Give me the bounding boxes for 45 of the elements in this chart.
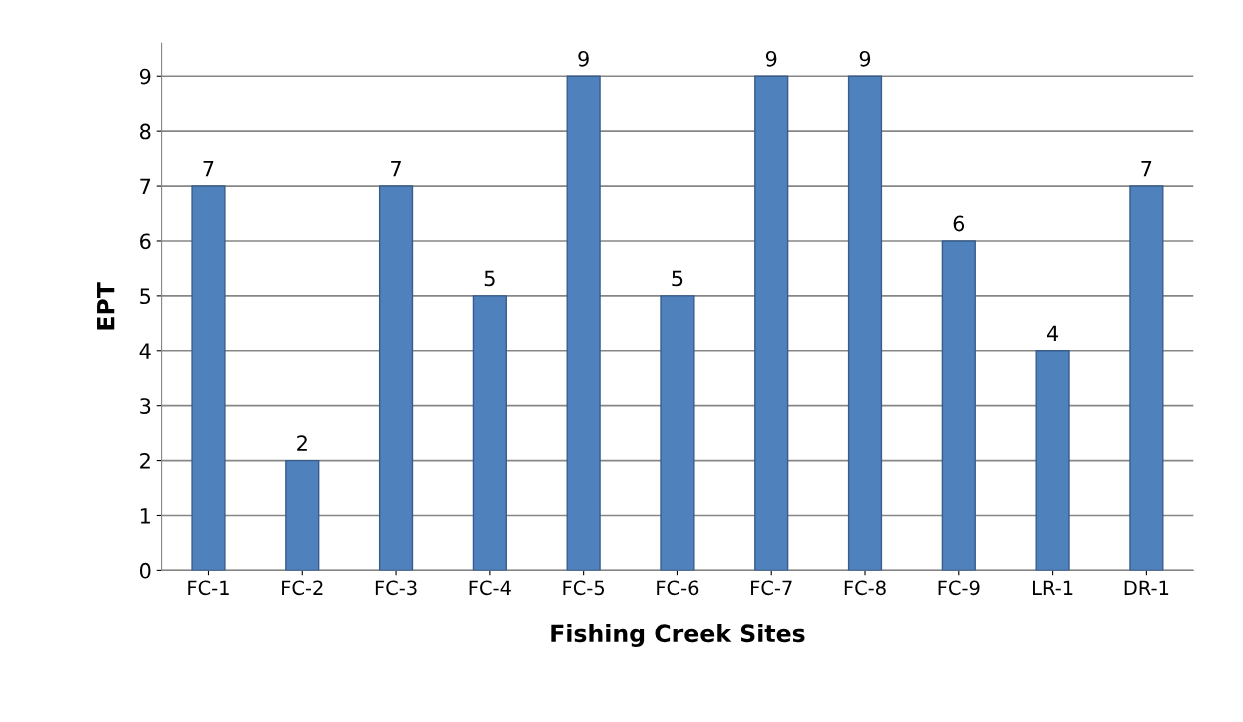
y-tick-label: 6 (140, 233, 151, 250)
y-tick-label: 9 (139, 68, 151, 85)
bar (1035, 350, 1070, 571)
y-axis-title: EPT (97, 282, 115, 330)
bar (847, 75, 883, 571)
y-tick-label: 2 (140, 453, 150, 469)
x-tick-label: LR-1 (1033, 580, 1073, 595)
data-label: 9 (578, 50, 589, 67)
x-tick-label: FC-2 (282, 580, 323, 596)
y-tick-label: 8 (140, 123, 151, 140)
data-label: 5 (672, 270, 683, 287)
x-axis-title: Fishing Creek Sites (551, 623, 805, 647)
bar (1129, 185, 1164, 571)
bar (566, 75, 601, 571)
data-label: 7 (203, 160, 214, 177)
data-label: 7 (1141, 160, 1152, 177)
x-tick-label: FC-4 (469, 580, 511, 596)
x-tick-label: FC-8 (844, 580, 886, 596)
y-tick-label: 1 (140, 508, 150, 524)
data-label: 5 (484, 270, 495, 287)
x-tick-label: FC-3 (375, 580, 417, 596)
bar (660, 295, 695, 571)
data-label: 9 (765, 50, 777, 67)
data-label: 7 (391, 160, 401, 177)
x-tick-label: FC-9 (938, 580, 980, 596)
y-tick-label: 0 (139, 562, 151, 579)
data-label: 9 (859, 50, 871, 67)
bar (754, 75, 789, 571)
y-tick-label: 4 (139, 343, 151, 359)
data-label: 6 (953, 215, 965, 232)
x-tick-label: FC-6 (657, 580, 699, 596)
bar (378, 185, 414, 571)
x-tick-label: FC-7 (751, 580, 792, 596)
data-label: 4 (1046, 325, 1059, 341)
bar (285, 459, 320, 571)
x-tick-label: FC-5 (563, 580, 605, 596)
bar (941, 240, 976, 571)
bar (472, 295, 507, 571)
y-tick-label: 7 (140, 178, 151, 194)
bar (191, 185, 226, 571)
x-tick-label: DR-1 (1124, 580, 1169, 595)
x-tick-label: FC-1 (188, 580, 229, 596)
y-tick-label: 5 (140, 288, 151, 305)
data-label: 2 (297, 435, 307, 451)
y-tick-label: 3 (140, 398, 151, 414)
